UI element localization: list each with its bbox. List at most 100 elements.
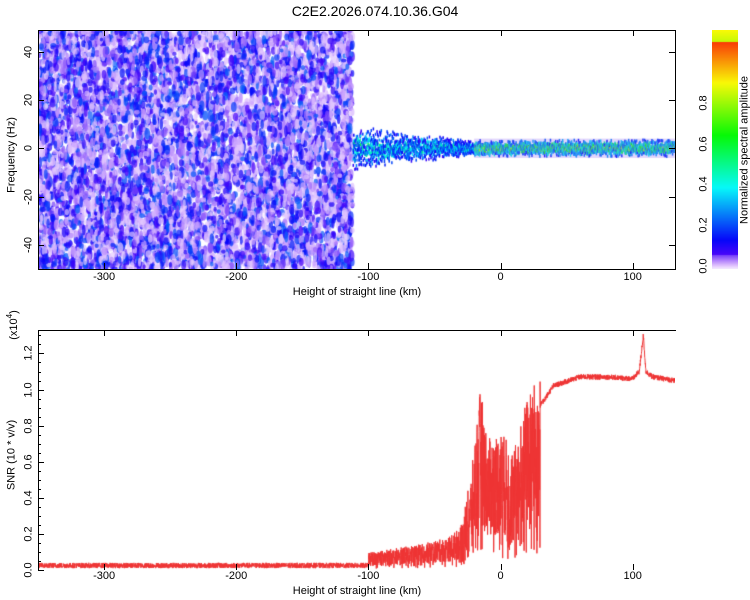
y-axis-label-bottom: SNR (10 * v/v)	[0, 340, 24, 570]
snr-line	[38, 330, 675, 570]
y-axis-title: Frequency (Hz)	[5, 117, 18, 193]
tick-label: -100	[357, 271, 380, 283]
tick-mark	[38, 344, 41, 346]
tick-mark	[38, 452, 41, 454]
tick-mark	[368, 330, 370, 336]
tick-label: 20	[22, 93, 35, 107]
tick-label: 0.2	[22, 526, 35, 542]
tick-mark	[38, 416, 41, 418]
tick-label: -200	[225, 271, 248, 283]
tick-mark	[38, 461, 41, 463]
tick-mark	[38, 51, 44, 53]
tick-mark	[38, 488, 41, 490]
tick-mark	[104, 330, 106, 336]
tick-label: -100	[357, 570, 380, 582]
tick-mark	[669, 244, 675, 246]
tick-mark	[38, 353, 44, 355]
tick-mark	[38, 470, 41, 472]
tick-mark	[236, 263, 238, 269]
tick-label: 0.0	[697, 258, 710, 274]
tick-mark	[38, 371, 41, 373]
tick-mark	[38, 407, 41, 409]
tick-mark	[38, 497, 44, 499]
tick-mark	[104, 30, 106, 36]
tick-mark	[104, 263, 106, 269]
tick-mark	[38, 244, 44, 246]
tick-mark	[38, 515, 41, 517]
snr-y-axis-title: SNR (10 * v/v)	[5, 419, 18, 491]
tick-mark	[236, 330, 238, 336]
tick-mark	[38, 533, 41, 535]
tick-label: 0.2	[697, 217, 710, 233]
colorbar	[712, 30, 738, 269]
x-axis-title-bottom: Height of straight line (km)	[292, 585, 422, 597]
tick-mark	[500, 30, 502, 36]
tick-mark	[38, 425, 41, 427]
tick-label: 0.4	[697, 176, 710, 193]
tick-label: -40	[22, 236, 35, 253]
y-scale-label: (x104)	[5, 310, 20, 340]
tick-label: 0	[22, 145, 35, 152]
tick-mark	[38, 443, 41, 445]
tick-mark	[236, 30, 238, 36]
tick-label: 1.0	[22, 381, 35, 398]
tick-mark	[38, 389, 44, 391]
tick-mark	[38, 380, 41, 382]
tick-label: 40	[22, 45, 35, 58]
tick-mark	[38, 461, 44, 463]
tick-label: 100	[623, 271, 642, 283]
tick-label: 0.4	[22, 490, 35, 506]
tick-label: -20	[22, 188, 35, 205]
tick-mark	[38, 570, 44, 571]
tick-label: 0.6	[697, 135, 710, 152]
colorbar-label-wrap: Normalized spectral amplitude	[738, 30, 750, 269]
tick-label: -300	[93, 271, 116, 283]
tick-label: 0.8	[22, 417, 35, 434]
y-axis-label-top: Frequency (Hz)	[0, 40, 24, 270]
tick-mark	[632, 30, 634, 36]
spectrogram-heatmap	[38, 30, 675, 269]
tick-label: -300	[93, 570, 116, 582]
tick-label: 0	[497, 570, 504, 582]
tick-mark	[38, 497, 41, 499]
tick-mark	[500, 564, 502, 570]
tick-mark	[104, 564, 106, 570]
tick-mark	[38, 353, 41, 355]
snr-frame	[38, 330, 676, 571]
tick-mark	[38, 524, 41, 526]
tick-mark	[500, 263, 502, 269]
tick-label: 0	[497, 271, 504, 283]
y-scale-base: (x10	[7, 318, 20, 340]
tick-mark	[38, 434, 41, 436]
x-axis-title-top: Height of straight line (km)	[292, 286, 422, 298]
tick-mark	[38, 533, 44, 535]
tick-mark	[38, 479, 41, 481]
tick-label: -200	[225, 570, 248, 582]
tick-mark	[669, 51, 675, 53]
tick-mark	[38, 398, 41, 400]
tick-mark	[632, 564, 634, 570]
chart-title: C2E2.2026.074.10.36.G04	[291, 3, 459, 19]
tick-mark	[236, 564, 238, 570]
tick-mark	[500, 330, 502, 336]
tick-label: 0.0	[22, 562, 35, 578]
tick-mark	[38, 506, 41, 508]
colorbar-label: Normalized spectral amplitude	[738, 75, 750, 224]
tick-mark	[38, 389, 41, 391]
spectrogram-frame	[38, 30, 676, 270]
tick-mark	[368, 263, 370, 269]
tick-label: 100	[623, 570, 642, 582]
tick-mark	[669, 148, 675, 150]
tick-mark	[669, 100, 675, 101]
tick-mark	[368, 30, 370, 36]
tick-mark	[38, 335, 41, 337]
tick-mark	[38, 148, 44, 150]
tick-mark	[632, 263, 634, 269]
tick-mark	[632, 330, 634, 336]
tick-label: 0.8	[697, 95, 710, 111]
tick-mark	[38, 362, 41, 364]
tick-mark	[38, 196, 44, 198]
tick-mark	[38, 560, 41, 562]
tick-mark	[38, 570, 41, 571]
tick-mark	[368, 564, 370, 570]
